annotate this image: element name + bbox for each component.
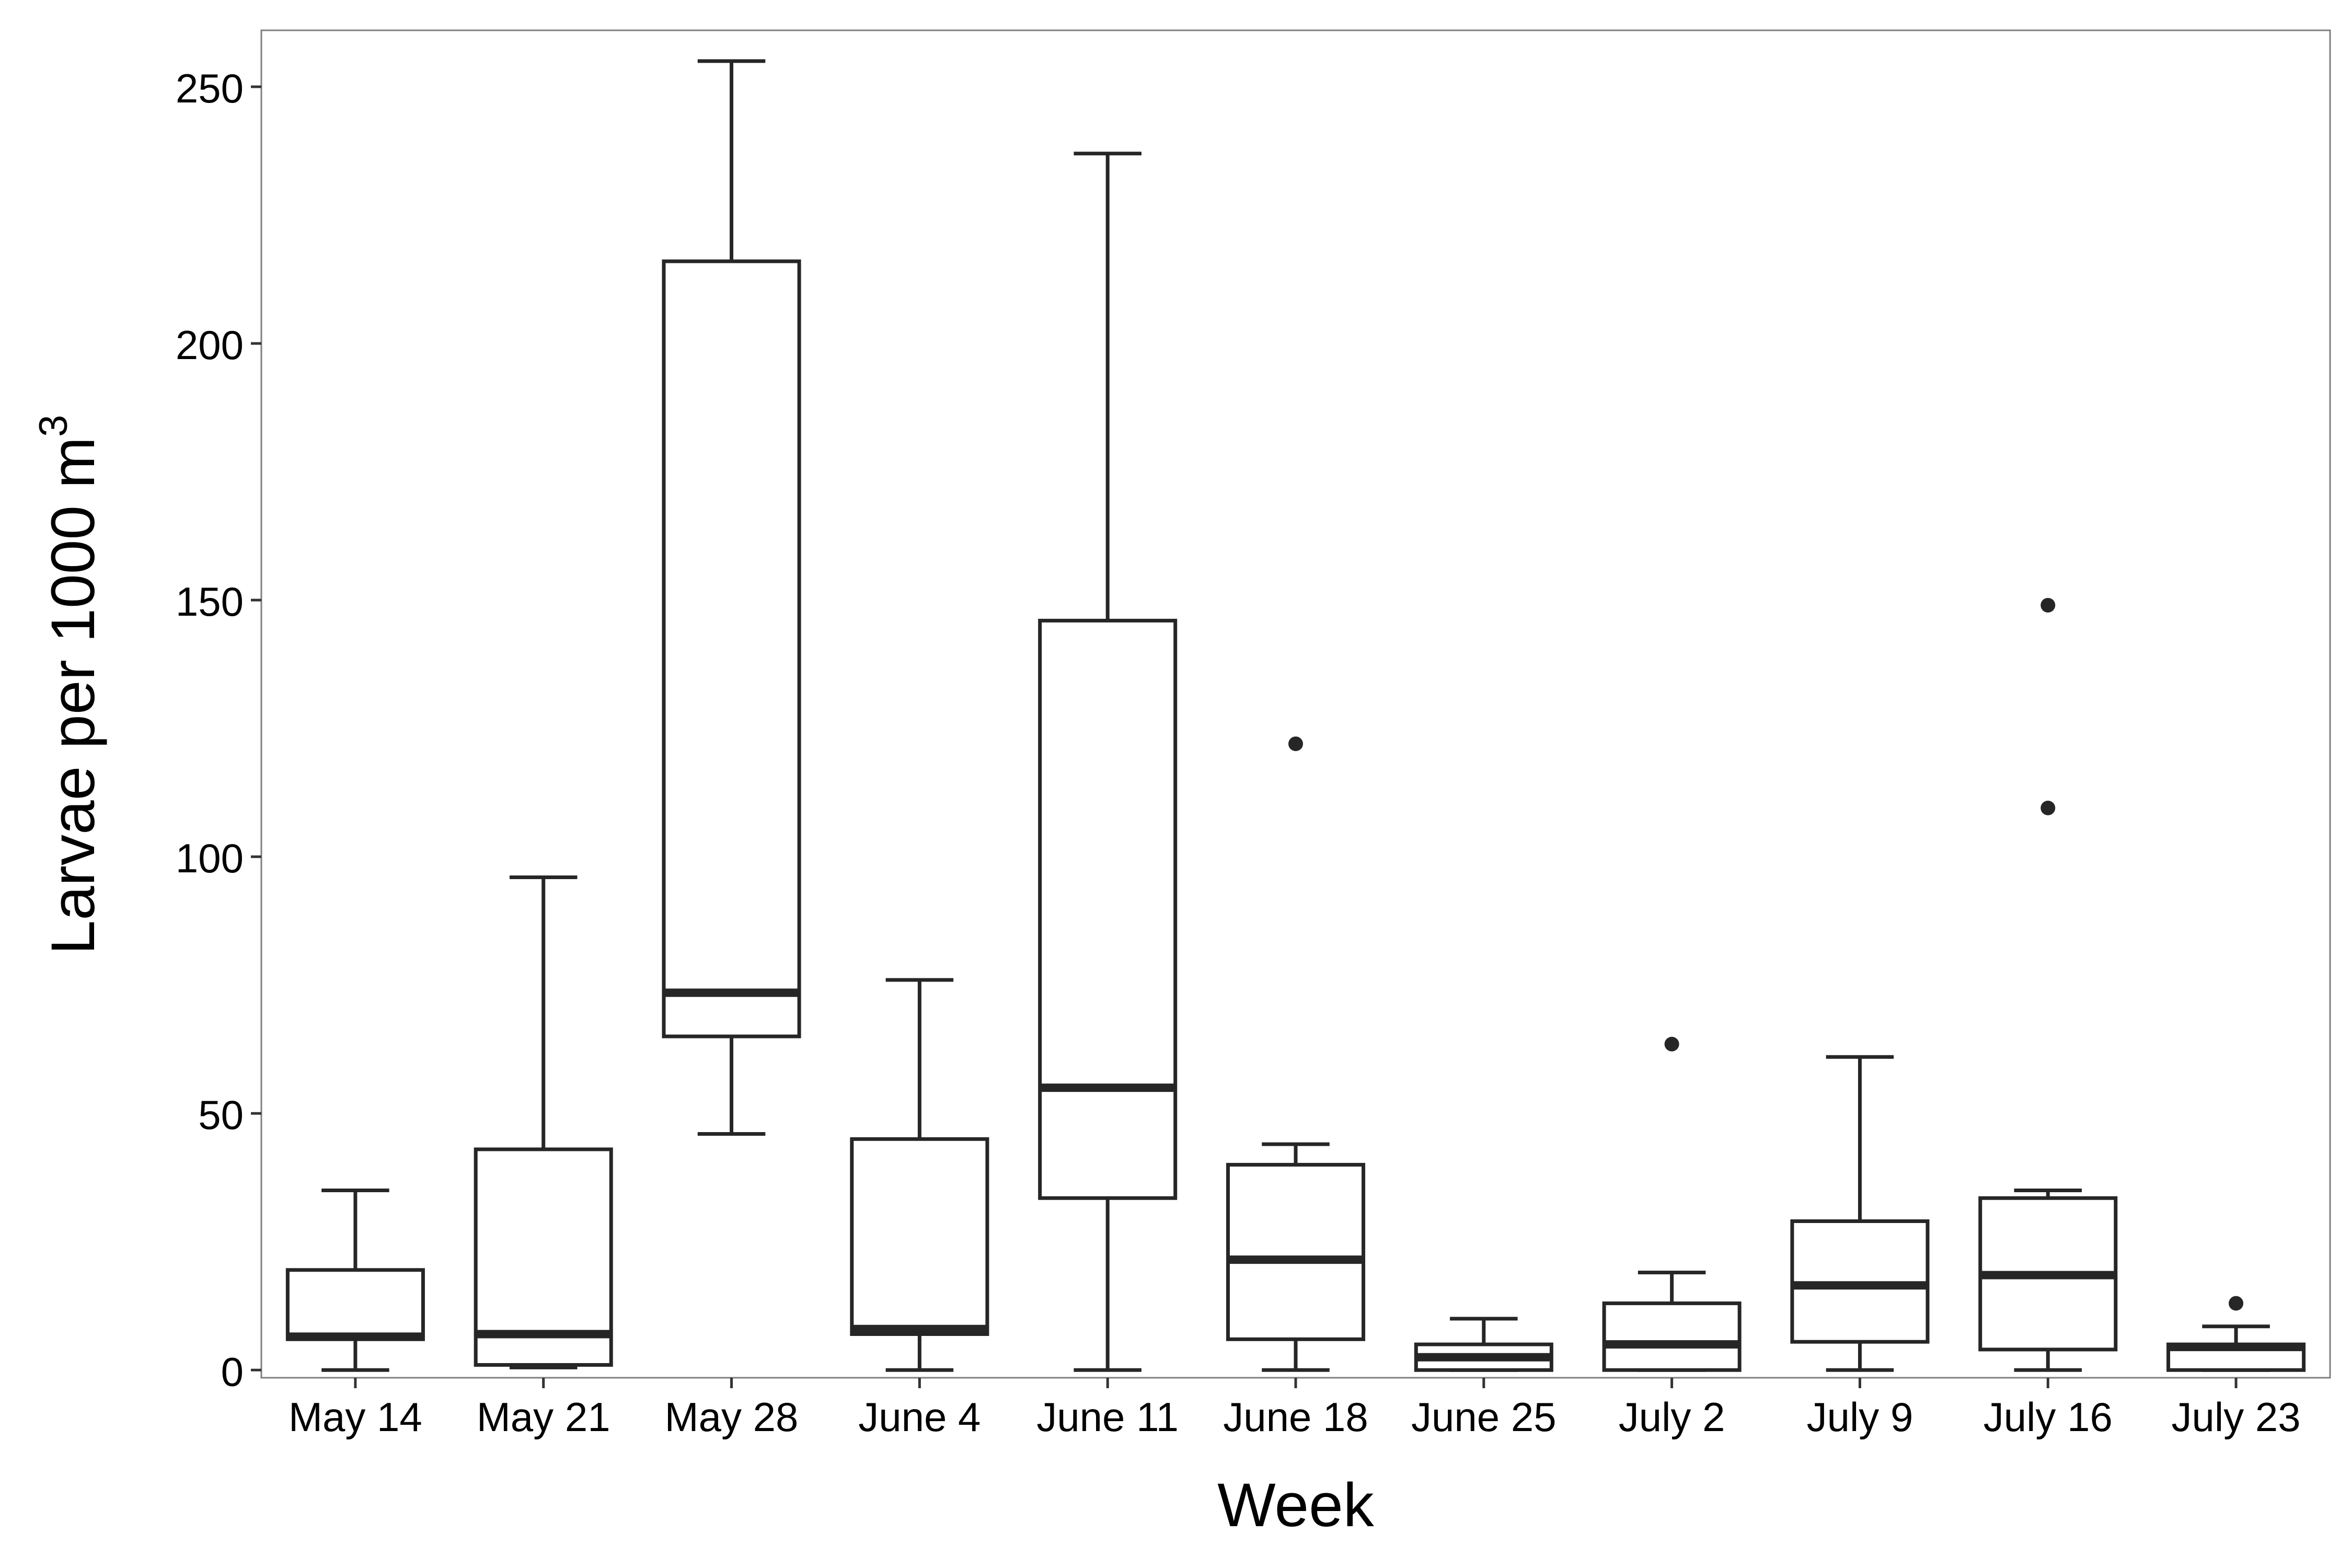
box-june-18 bbox=[1226, 736, 1366, 1372]
y-tick-label: 50 bbox=[198, 1092, 244, 1138]
x-tick-label: June 4 bbox=[858, 1394, 981, 1440]
outlier-point bbox=[2229, 1296, 2244, 1311]
x-tick-label: June 11 bbox=[1036, 1394, 1179, 1440]
x-tick-label: May 14 bbox=[289, 1394, 422, 1440]
box-may-28 bbox=[662, 59, 801, 1136]
y-tick-label: 0 bbox=[221, 1348, 244, 1394]
outlier-point bbox=[2040, 597, 2056, 613]
y-tick-label: 200 bbox=[176, 322, 244, 368]
y-axis-title-superscript: 3 bbox=[31, 415, 76, 437]
box-iqr bbox=[850, 1137, 989, 1336]
box-june-11 bbox=[1038, 152, 1178, 1372]
x-tick-label: July 9 bbox=[1807, 1394, 1913, 1440]
x-tick-label: June 25 bbox=[1411, 1394, 1557, 1440]
y-axis-title: Larvae per 1000 m3 bbox=[31, 415, 108, 955]
box-may-21 bbox=[474, 875, 613, 1369]
axis-labels: Week Larvae per 1000 m3 bbox=[31, 415, 1375, 1540]
box-july-2 bbox=[1602, 1036, 1742, 1372]
x-tick-label: July 16 bbox=[1984, 1394, 2113, 1440]
x-tick-label: July 23 bbox=[2172, 1394, 2301, 1440]
box-may-14 bbox=[285, 1189, 425, 1372]
x-tick-label: May 21 bbox=[477, 1394, 610, 1440]
box-july-9 bbox=[1790, 1055, 1930, 1372]
x-tick-label: July 2 bbox=[1619, 1394, 1725, 1440]
outlier-point bbox=[1664, 1036, 1679, 1052]
box-july-16 bbox=[1978, 597, 2118, 1372]
plot-area bbox=[285, 59, 2306, 1372]
box-june-4 bbox=[850, 978, 989, 1372]
x-tick-label: June 18 bbox=[1223, 1394, 1368, 1440]
box-iqr bbox=[1226, 1162, 1366, 1341]
x-tick-label: May 28 bbox=[665, 1394, 799, 1440]
outlier-point bbox=[1288, 736, 1303, 752]
y-tick-label: 100 bbox=[176, 835, 244, 881]
box-iqr bbox=[662, 259, 801, 1039]
box-june-25 bbox=[1414, 1317, 1553, 1372]
box-iqr bbox=[1602, 1301, 1742, 1372]
y-tick-label: 150 bbox=[176, 579, 244, 625]
y-tick-label: 250 bbox=[176, 65, 244, 111]
y-axis-title-text: Larvae per 1000 m bbox=[39, 437, 108, 955]
box-iqr bbox=[285, 1268, 425, 1341]
box-iqr bbox=[1038, 618, 1178, 1200]
axes: 0 50 100 150 200 250 May 14 May 21 May 28 June 4 J… bbox=[176, 29, 2331, 1440]
outlier-point bbox=[2040, 800, 2056, 815]
box-iqr bbox=[474, 1147, 613, 1367]
box-july-23 bbox=[2166, 1296, 2306, 1372]
x-axis-title: Week bbox=[1217, 1471, 1374, 1540]
